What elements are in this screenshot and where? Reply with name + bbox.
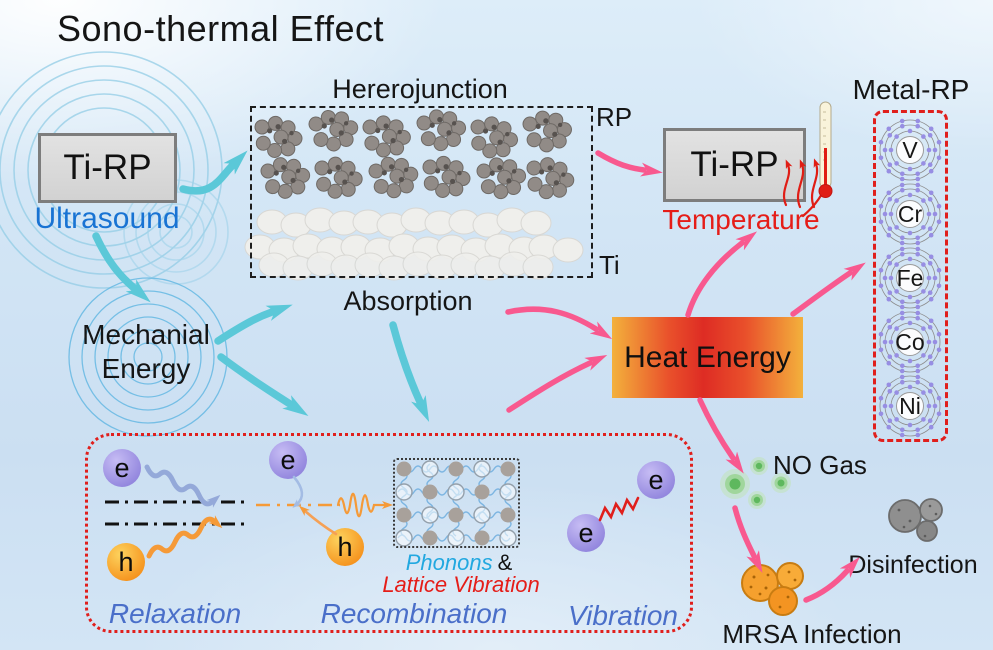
heat-energy-box: Heat Energy (612, 317, 803, 398)
no-gas-bubbles-icon (720, 457, 791, 509)
atom-symbol-ni: Ni (899, 393, 921, 419)
mechanical-energy-line1: Mechanial (82, 319, 210, 350)
relaxation-label: Relaxation (108, 598, 242, 629)
heat-energy-label: Heat Energy (624, 340, 791, 374)
temperature-label: Temperature (662, 204, 820, 235)
no-gas-label: NO Gas (773, 450, 867, 480)
ti-layer-label: Ti (599, 250, 620, 280)
carrier-dynamics-box (85, 433, 693, 633)
hole-recombination: h (326, 528, 364, 566)
metal-rp-title: Metal-RP (852, 74, 970, 105)
absorption-label: Absorption (343, 286, 473, 316)
disinfection-label: Disinfection (848, 551, 978, 579)
ti-rp-source-box: Ti-RP (38, 133, 177, 203)
electron-vibration-left: e (567, 514, 605, 552)
hole-relaxation: h (107, 543, 145, 581)
electron-vibration-right: e (637, 461, 675, 499)
atom-symbol-v: V (902, 137, 918, 163)
electron-label: e (648, 464, 664, 495)
ti-rp-heated-label: Ti-RP (690, 145, 779, 184)
electron-label: e (114, 452, 130, 483)
hole-label: h (118, 546, 134, 577)
ampersand-label: & (497, 550, 513, 575)
ti-rp-source-label: Ti-RP (63, 148, 152, 187)
ultrasound-label: Ultrasound (34, 202, 180, 235)
atom-symbol-co: Co (895, 329, 925, 355)
lattice-box (393, 458, 520, 548)
atom-symbol-cr: Cr (897, 201, 923, 227)
rp-layer-label: RP (596, 102, 633, 132)
ti-rp-heated-box: Ti-RP (663, 128, 806, 202)
phonon-lattice (395, 460, 517, 547)
mrsa-cluster-icon (741, 562, 804, 616)
mechanical-energy-line2: Energy (101, 353, 191, 385)
metal-rp-box (873, 110, 948, 442)
vibration-label: Vibration (567, 600, 679, 631)
disinfection-cluster-icon (888, 498, 943, 542)
heterojunction-title: Hererojunction (332, 74, 508, 104)
hole-label: h (337, 531, 353, 562)
electron-label: e (280, 444, 296, 475)
recombination-label: Recombination (320, 598, 508, 629)
diagram-title: Sono-thermal Effect (57, 8, 384, 49)
phonons-caption: Phonons & (406, 550, 513, 576)
band-level-lines (105, 500, 250, 526)
atom-symbol-fe: Fe (896, 265, 924, 291)
phonons-label: Phonons (405, 550, 493, 575)
electron-label: e (578, 517, 594, 548)
heterojunction-box (250, 106, 593, 278)
lattice-vibration-label: Lattice Vibration (382, 572, 540, 597)
mechanical-energy-label: Mechanial Energy (82, 318, 210, 386)
electron-recombination: e (269, 441, 307, 479)
electron-relaxation: e (103, 449, 141, 487)
mrsa-infection-label: MRSA Infection (722, 619, 902, 649)
